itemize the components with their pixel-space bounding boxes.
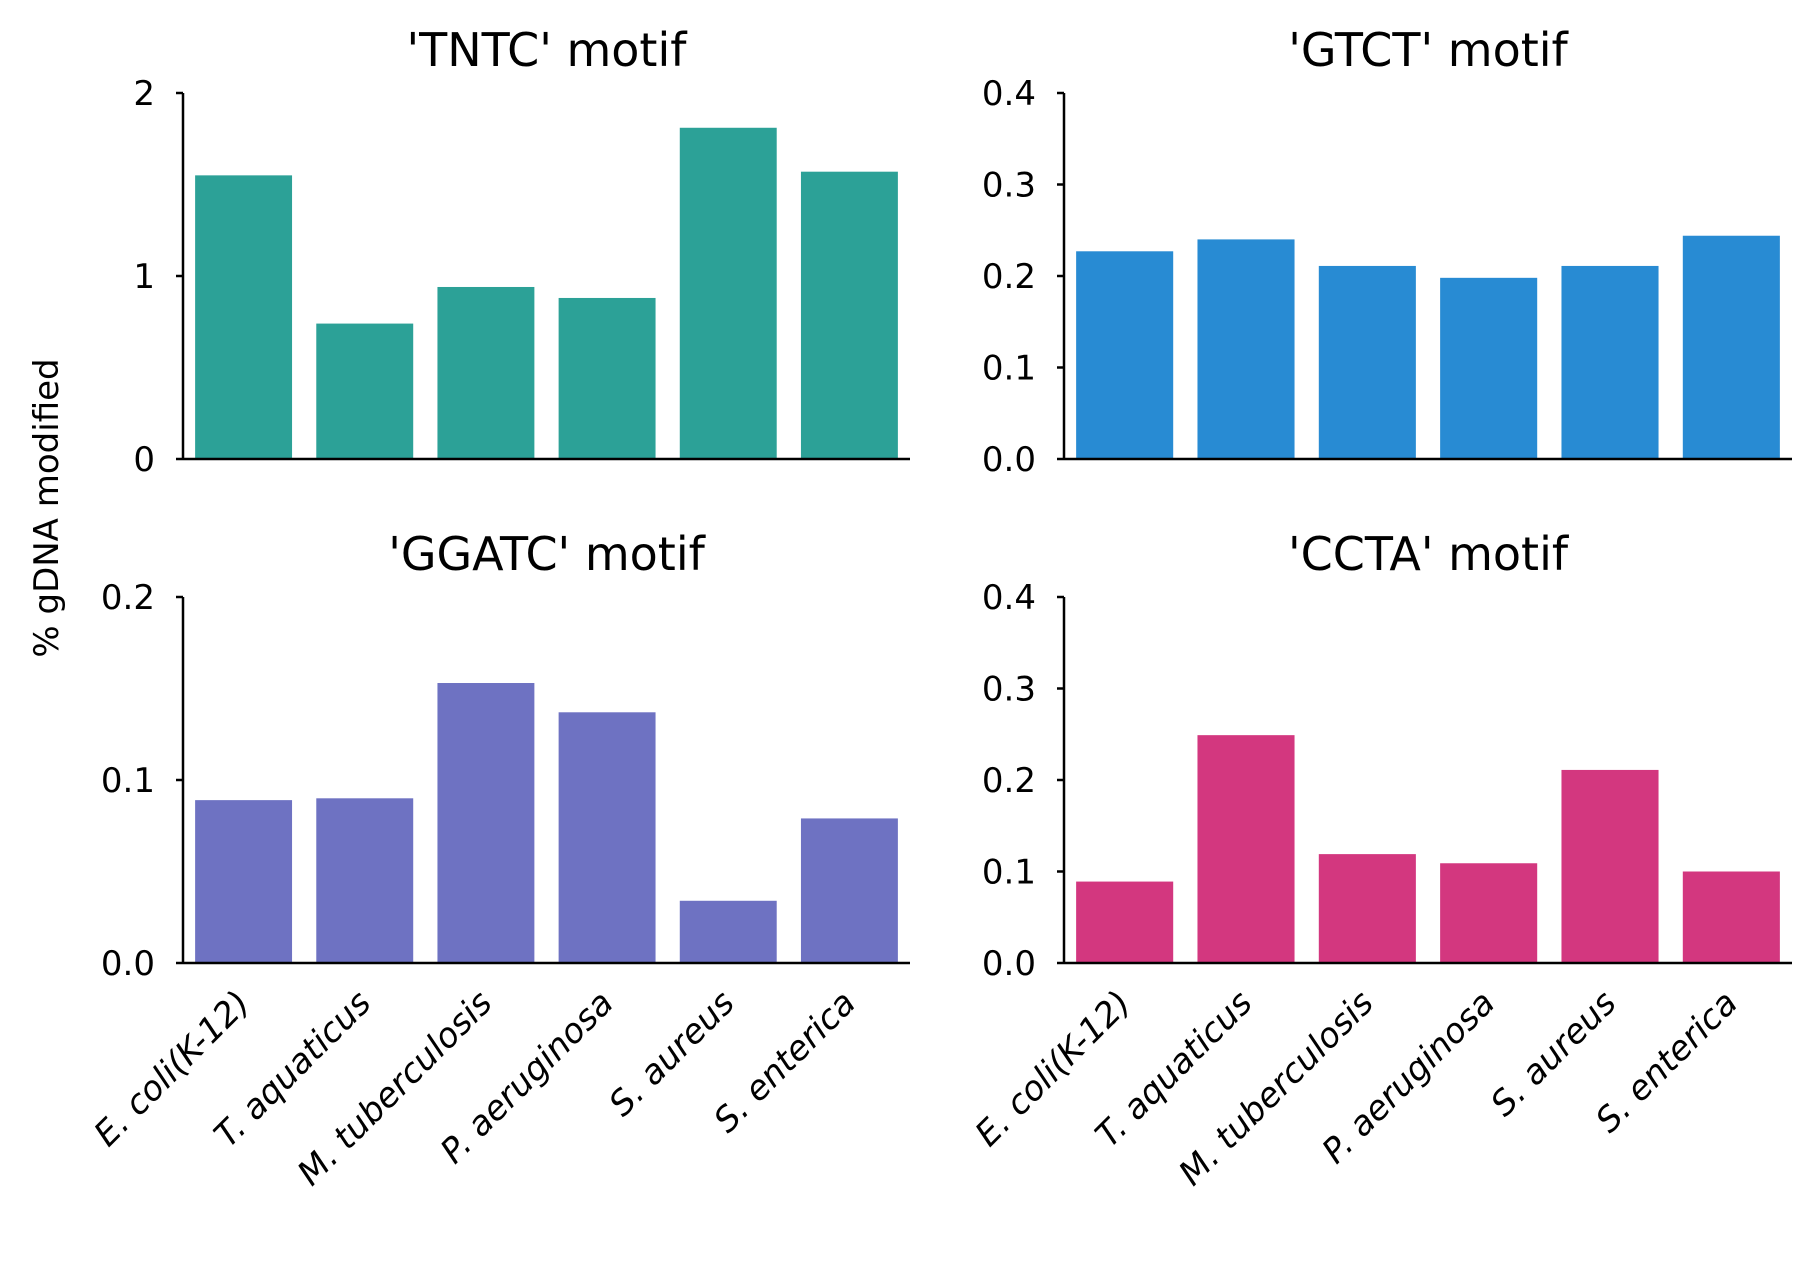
chart-1-title: 'TNTC' motif <box>407 23 689 77</box>
chart-1-bar-p-aeruginosa <box>558 297 656 459</box>
panel-gtct: 'GTCT' motif 0.0 0.1 0.2 0.3 0.4 <box>982 23 1792 480</box>
chart-1-bar-t-aquaticus <box>316 323 414 459</box>
chart-1-bar-e-coli-k-12 <box>195 175 293 459</box>
chart-2-bar-e-coli-k-12 <box>1076 251 1174 459</box>
panel-tntc: 'TNTC' motif 0 1 2 <box>133 23 910 480</box>
chart-4-y-tick-label: 0.4 <box>982 578 1036 618</box>
chart-3-bar-m-tuberculosis <box>437 683 535 963</box>
chart-2-y-tick-label: 0.3 <box>982 166 1036 206</box>
chart-3-bar-e-coli-k-12 <box>195 800 293 963</box>
chart-2-y-tick-label: 0.0 <box>982 440 1036 480</box>
chart-3-y-tick-label: 0.1 <box>101 761 155 801</box>
chart-1-y-tick-label: 1 <box>133 257 155 297</box>
chart-4-bar-m-tuberculosis <box>1318 854 1416 963</box>
chart-2-y-tick-label: 0.2 <box>982 257 1036 297</box>
chart-4-y-tick-label: 0.0 <box>982 944 1036 984</box>
chart-4-bar-e-coli-k-12 <box>1076 881 1174 963</box>
y-axis-label: % gDNA modified <box>27 358 67 657</box>
chart-2-title: 'GTCT' motif <box>1288 23 1569 77</box>
chart-3-bar-s-enterica <box>800 818 898 963</box>
chart-3-title: 'GGATC' motif <box>388 527 706 581</box>
chart-4-bar-t-aquaticus <box>1197 735 1295 963</box>
chart-2-y-tick-label: 0.4 <box>982 74 1036 114</box>
chart-3-y-tick-label: 0.0 <box>101 944 155 984</box>
chart-2-bar-s-enterica <box>1682 235 1780 459</box>
chart-3-bar-t-aquaticus <box>316 798 414 963</box>
chart-1-bar-m-tuberculosis <box>437 286 535 459</box>
chart-4-bar-s-enterica <box>1682 871 1780 963</box>
chart-4-title: 'CCTA' motif <box>1288 527 1570 581</box>
chart-4-y-tick-label: 0.3 <box>982 670 1036 710</box>
chart-2-bar-t-aquaticus <box>1197 239 1295 459</box>
chart-2-bar-s-aureus <box>1561 265 1659 459</box>
chart-2-bar-p-aeruginosa <box>1440 277 1538 459</box>
chart-1-bar-s-aureus <box>679 127 777 460</box>
chart-1-y-tick-label: 2 <box>133 74 155 114</box>
chart-3-bar-s-aureus <box>679 900 777 963</box>
chart-2-bar-m-tuberculosis <box>1318 265 1416 459</box>
chart-1-y-tick-label: 0 <box>133 440 155 480</box>
chart-2-y-tick-label: 0.1 <box>982 349 1036 389</box>
chart-3-y-tick-label: 0.2 <box>101 578 155 618</box>
chart-4-y-tick-label: 0.2 <box>982 761 1036 801</box>
chart-1-bar-s-enterica <box>800 171 898 459</box>
chart-3-bar-p-aeruginosa <box>558 712 656 963</box>
chart-4-bar-s-aureus <box>1561 769 1659 963</box>
chart-4-bar-p-aeruginosa <box>1440 863 1538 963</box>
chart-4-y-tick-label: 0.1 <box>982 853 1036 893</box>
